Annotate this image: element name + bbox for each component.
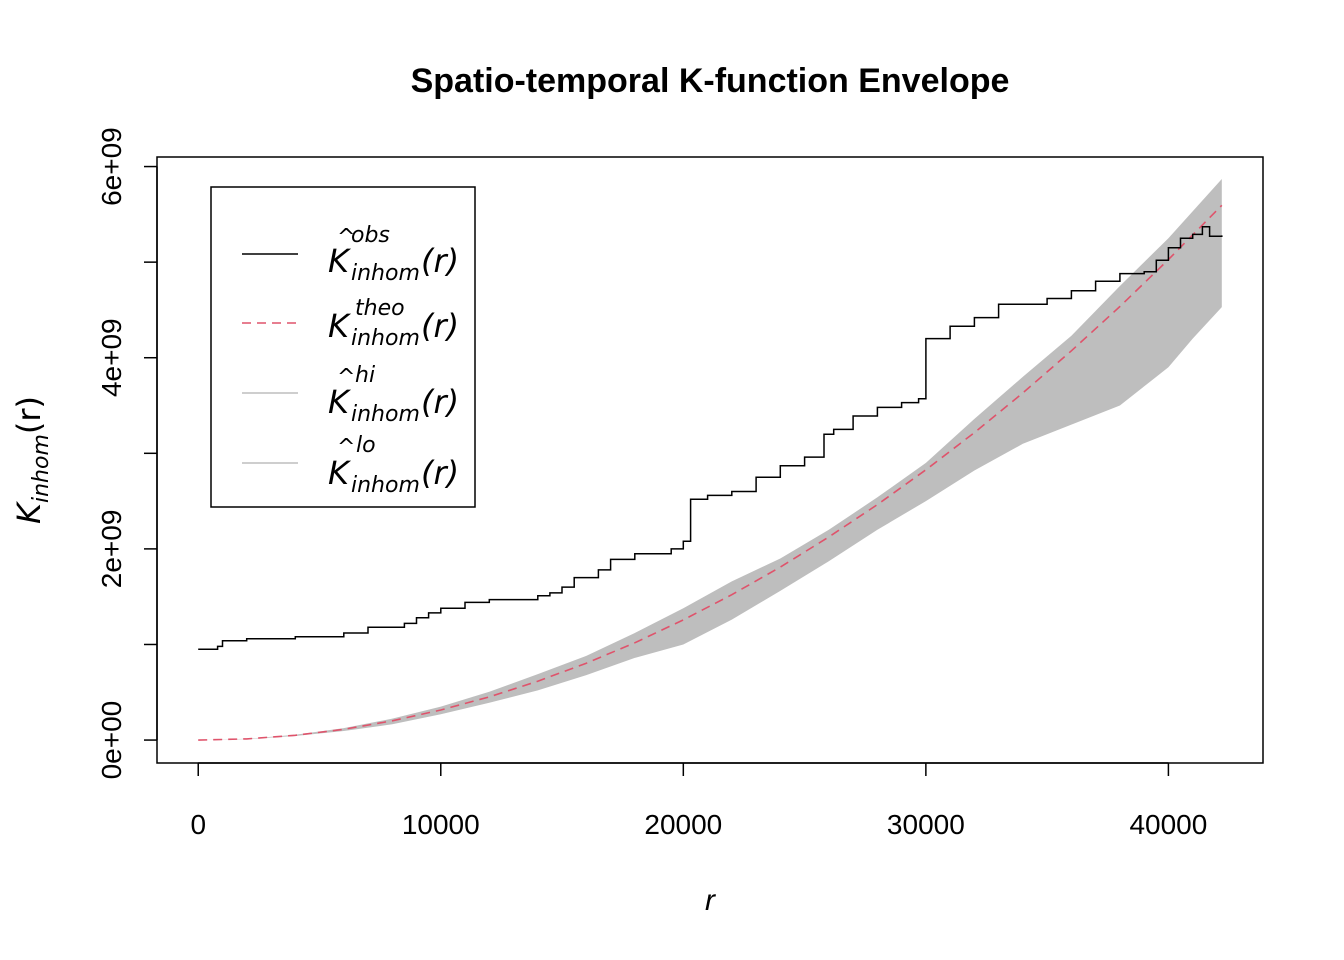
svg-text:inhom: inhom bbox=[351, 473, 420, 498]
legend-main-theo: K bbox=[328, 307, 352, 345]
series-line-theo bbox=[198, 204, 1223, 741]
legend-item-hi: ^ K hi inhom (r) bbox=[242, 363, 459, 427]
svg-text:(r): (r) bbox=[421, 307, 459, 345]
legend-item-lo: ^ K lo inhom (r) bbox=[242, 433, 459, 498]
legend-main-hi: K bbox=[328, 383, 352, 421]
x-tick-label: 20000 bbox=[644, 809, 722, 840]
svg-text:(r): (r) bbox=[421, 242, 459, 280]
legend-sup-obs: obs bbox=[351, 223, 390, 248]
x-tick-label: 40000 bbox=[1129, 809, 1207, 840]
legend-hat-obs: ^ bbox=[337, 225, 355, 250]
svg-text:inhom: inhom bbox=[351, 402, 420, 427]
y-tick-label: 4e+09 bbox=[96, 318, 127, 397]
svg-text:K: K bbox=[328, 307, 352, 345]
legend-main-obs: K bbox=[328, 242, 352, 280]
legend-arg-obs: (r) bbox=[421, 242, 459, 280]
legend-item-obs: ^ K obs inhom (r) bbox=[242, 223, 459, 286]
y-axis: 0e+00 2e+09 4e+09 6e+09 bbox=[96, 127, 158, 780]
svg-text:(r): (r) bbox=[421, 383, 459, 421]
x-tick-label: 0 bbox=[190, 809, 206, 840]
svg-text:inhom: inhom bbox=[351, 326, 420, 351]
y-axis-label-sub: inhom bbox=[29, 434, 54, 503]
legend-main-lo: K bbox=[328, 454, 352, 492]
legend-item-theo: K theo inhom (r) bbox=[242, 296, 459, 351]
legend-hat-lo: ^ bbox=[337, 435, 355, 460]
envelope-band bbox=[198, 179, 1222, 741]
plot-area bbox=[198, 179, 1223, 741]
legend-sup-hi: hi bbox=[355, 363, 375, 388]
svg-text:K: K bbox=[328, 454, 352, 492]
svg-text:inhom: inhom bbox=[351, 261, 420, 286]
legend-arg-theo: (r) bbox=[421, 307, 459, 345]
series-line-obs bbox=[198, 226, 1223, 651]
y-tick-label: 2e+09 bbox=[96, 510, 127, 589]
y-axis-label-arg: (r) bbox=[10, 396, 48, 434]
svg-text:(r): (r) bbox=[421, 454, 459, 492]
legend-hat-hi: ^ bbox=[337, 365, 355, 390]
svg-text:lo: lo bbox=[356, 433, 376, 458]
legend-sup-lo: lo bbox=[356, 433, 376, 458]
legend-arg-lo: (r) bbox=[421, 454, 459, 492]
lines-layer bbox=[198, 204, 1223, 741]
svg-text:K: K bbox=[328, 383, 352, 421]
legend-box bbox=[210, 186, 476, 508]
legend-sub-lo: inhom bbox=[351, 473, 420, 498]
svg-text:obs: obs bbox=[351, 223, 390, 248]
x-tick-label: 30000 bbox=[887, 809, 965, 840]
y-tick-label: 0e+00 bbox=[96, 701, 127, 780]
svg-text:hi: hi bbox=[355, 363, 375, 388]
y-axis-label: Kinhom(r) bbox=[10, 396, 54, 524]
legend-sup-theo: theo bbox=[355, 296, 405, 321]
envelope-layer bbox=[198, 179, 1222, 741]
x-tick-label: 10000 bbox=[402, 809, 480, 840]
x-axis: 0 10000 20000 30000 40000 bbox=[190, 762, 1207, 840]
svg-text:Kinhom(r): Kinhom(r) bbox=[10, 396, 54, 524]
legend-sub-theo: inhom bbox=[351, 326, 420, 351]
chart-title: Spatio-temporal K-function Envelope bbox=[411, 62, 1010, 100]
legend-sub-hi: inhom bbox=[351, 402, 420, 427]
legend-sub-obs: inhom bbox=[351, 261, 420, 286]
x-axis-label: r bbox=[705, 884, 716, 917]
y-tick-label: 6e+09 bbox=[96, 127, 127, 206]
svg-text:K: K bbox=[328, 242, 352, 280]
legend-arg-hi: (r) bbox=[421, 383, 459, 421]
svg-text:theo: theo bbox=[355, 296, 405, 321]
legend: ^ K obs inhom (r) K theo inhom (r) ^ K h… bbox=[210, 186, 476, 508]
y-axis-label-main: K bbox=[10, 500, 48, 524]
